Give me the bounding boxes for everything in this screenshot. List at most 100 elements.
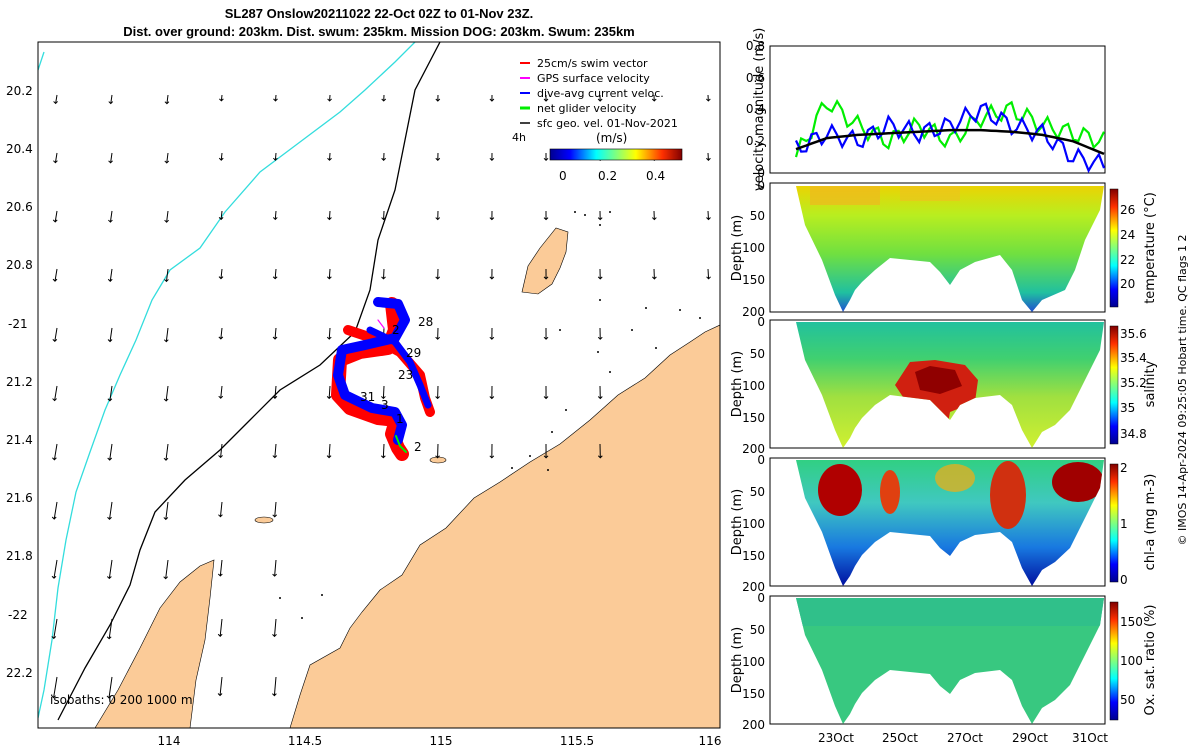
velocity-arrowhead <box>326 336 332 340</box>
temperature-colorbar <box>1109 188 1119 308</box>
lon-tick: 116 <box>699 734 722 748</box>
velocity-arrow <box>707 210 710 220</box>
velocity-arrowhead <box>218 217 224 221</box>
cbar-tick: 0 <box>1120 573 1128 587</box>
map-panel: 28 2 29 23 31 3 1 2 isobaths: 0 200 1000… <box>6 41 722 748</box>
velocity-arrowhead <box>106 636 112 640</box>
salinity-panel: 35.6 35.4 35.2 35 34.8 <box>769 319 1147 449</box>
velocity-arrow <box>274 210 277 220</box>
day-label: 23 <box>398 368 413 382</box>
velocity-arrowhead <box>52 457 57 461</box>
ytick: 0 <box>757 166 765 180</box>
depth-label: Depth (m) <box>730 350 745 418</box>
lat-tick: 21.6 <box>6 491 33 505</box>
velocity-arrowhead <box>53 160 58 164</box>
track-dive-avg-current <box>333 297 410 445</box>
velocity-panel: 0 0.2 0.4 0.6 0.8 <box>746 39 1106 180</box>
cbar-tick: 22 <box>1120 253 1135 267</box>
salinity-ylabel: salinity <box>1143 360 1158 408</box>
velocity-arrowhead <box>706 276 711 280</box>
velocity-arrowhead <box>163 398 169 402</box>
velocity-arrow <box>54 268 58 282</box>
velocity-arrowhead <box>107 398 113 402</box>
velocity-arrowhead <box>106 695 112 699</box>
velocity-arrowhead <box>435 217 441 221</box>
velocity-arrow <box>166 94 169 104</box>
cbar-tick: 50 <box>1120 693 1135 707</box>
depth-tick: 150 <box>742 687 765 701</box>
cbar-tick: 35 <box>1120 401 1135 415</box>
cbar-tick: 150 <box>1120 615 1143 629</box>
oxygen-ylabel: Ox. sat. ratio (%) <box>1143 604 1158 716</box>
velocity-arrowhead <box>163 517 169 521</box>
velocity-arrowhead <box>106 576 112 580</box>
velocity-arrowhead <box>107 339 113 343</box>
cbar-tick: 35.4 <box>1120 351 1147 365</box>
oxygen-panel: 150 100 50 <box>769 595 1143 725</box>
chla-cbar-ticks: 2 1 0 <box>1120 461 1128 587</box>
day-labels: 28 2 29 23 31 3 1 2 <box>360 315 433 454</box>
day-label: 1 <box>396 412 404 426</box>
colorbar-tick: 0.4 <box>646 169 665 183</box>
time-step-label: 4h <box>512 131 526 144</box>
velocity-arrowhead <box>219 98 224 102</box>
velocity-arrow <box>110 152 113 163</box>
velocity-arrowhead <box>218 157 224 161</box>
velocity-arrow <box>219 618 223 637</box>
velocity-arrow <box>274 443 277 458</box>
velocity-arrow <box>219 501 223 517</box>
velocity-series <box>794 99 1106 174</box>
velocity-arrowhead <box>164 279 169 283</box>
velocity-arrowhead <box>651 217 657 221</box>
velocity-arrowhead <box>163 457 169 461</box>
date-tick: 23Oct <box>818 731 854 745</box>
lon-tick: 114.5 <box>288 734 322 748</box>
islet <box>254 516 274 524</box>
legend-label: GPS surface velocity <box>537 72 650 85</box>
depth-tick: 150 <box>742 273 765 287</box>
velocity-arrowhead <box>326 396 332 400</box>
velocity-arrowhead <box>543 157 549 162</box>
velocity-arrow <box>55 94 58 104</box>
velocity-arrowhead <box>651 98 657 102</box>
colorbar-label: (m/s) <box>596 131 627 145</box>
velocity-arrow <box>165 268 169 282</box>
date-axis: 23Oct 25Oct 27Oct 29Oct 31Oct <box>818 731 1108 745</box>
ytick: 0.4 <box>746 102 765 116</box>
velocity-arrowhead <box>51 695 56 699</box>
colorbar-tick: 0.2 <box>598 169 617 183</box>
lon-tick: 115.5 <box>560 734 594 748</box>
velocity-arrow <box>109 443 113 461</box>
velocity-arrowhead <box>163 339 169 343</box>
velocity-arrow <box>109 501 113 520</box>
depth-tick: 150 <box>742 411 765 425</box>
depth-tick: 0 <box>757 179 765 193</box>
depth-tick: 100 <box>742 655 765 669</box>
velocity-arrowhead <box>217 693 223 697</box>
oxygen-field-upper <box>796 598 1104 626</box>
day-label: 2 <box>414 440 422 454</box>
velocity-arrowhead <box>272 217 278 221</box>
velocity-arrowhead <box>108 160 113 164</box>
velocity-ylabel: velocity magnitude (m/s) <box>752 27 767 191</box>
velocity-arrowhead <box>272 514 278 518</box>
speed-colorbar: (m/s) 0 0.2 0.4 <box>549 131 683 183</box>
velocity-arrowhead <box>272 395 278 399</box>
legend-label: 25cm/s swim vector <box>537 57 648 70</box>
velocity-arrowhead <box>597 455 603 459</box>
velocity-arrowhead <box>381 98 387 102</box>
velocity-arrowhead <box>51 636 57 640</box>
velocity-axes <box>769 45 1106 174</box>
velocity-arrow <box>108 676 113 699</box>
velocity-arrowhead <box>435 276 441 280</box>
velocity-arrowhead <box>273 98 278 102</box>
velocity-arrow <box>273 676 277 696</box>
velocity-arrowhead <box>543 217 549 221</box>
velocity-arrowhead <box>705 98 711 102</box>
velocity-arrowhead <box>164 160 170 164</box>
lon-tick: 114 <box>158 734 181 748</box>
map-legend: 25cm/s swim vector GPS surface velocity … <box>512 57 678 144</box>
velocity-arrow <box>53 676 58 698</box>
depth-tick: 150 <box>742 549 765 563</box>
velocity-arrowhead <box>272 276 278 280</box>
